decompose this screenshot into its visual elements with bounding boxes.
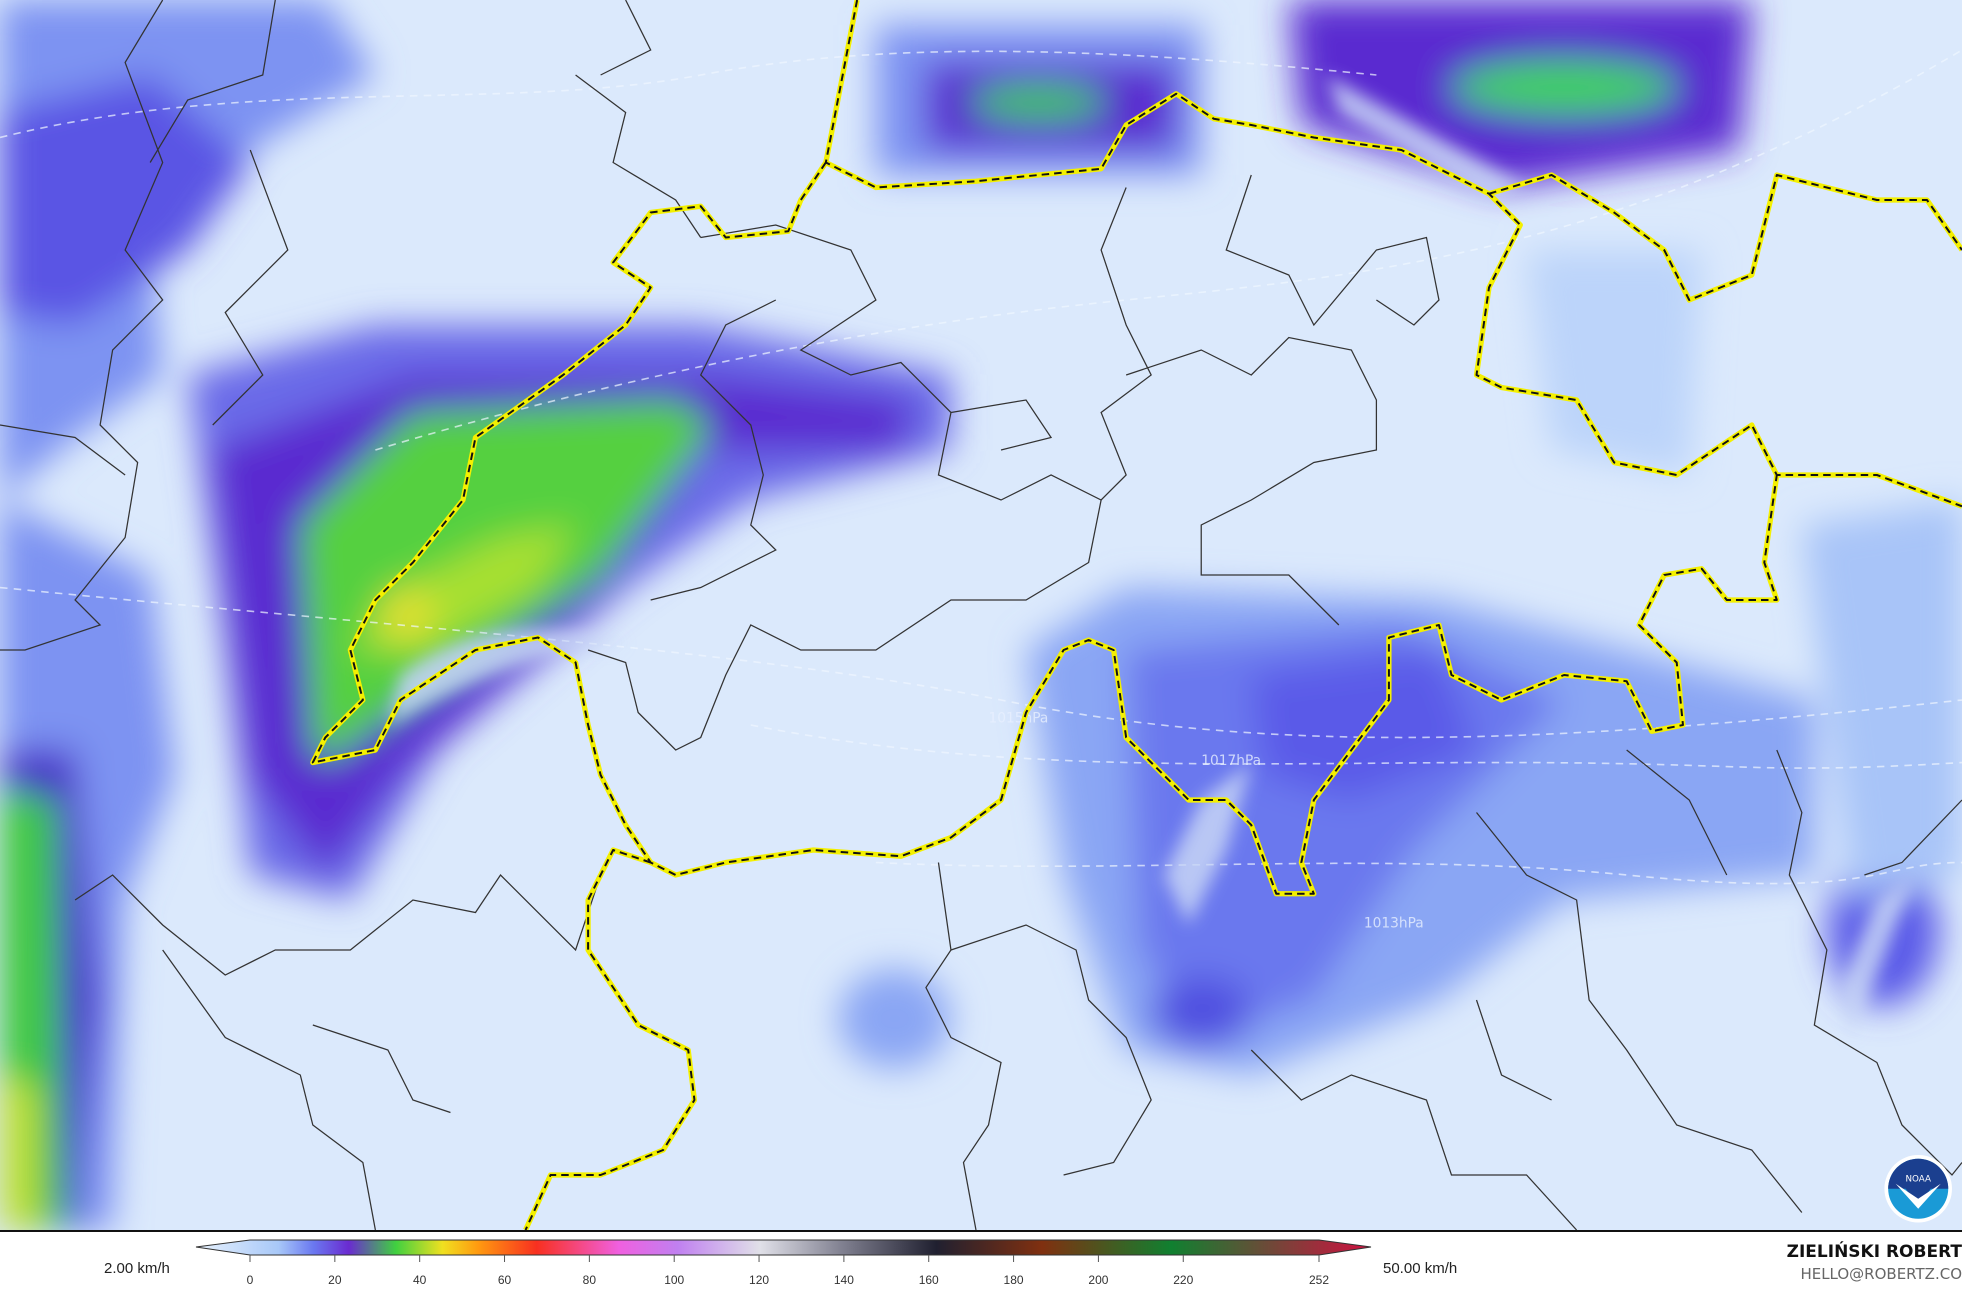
noaa-logo: NOAA bbox=[1884, 1155, 1952, 1223]
credit-email: HELLO@ROBERTZ.CO bbox=[1800, 1265, 1962, 1283]
country-borders bbox=[310, 0, 1962, 1230]
legend-min-label: 2.00 km/h bbox=[104, 1260, 170, 1277]
colorbar bbox=[195, 1239, 1372, 1262]
legend-tick-label: 40 bbox=[412, 1273, 427, 1287]
credit-name: ZIELIŃSKI ROBERT bbox=[1786, 1242, 1962, 1262]
legend-tick-label: 200 bbox=[1088, 1273, 1109, 1287]
isobar-label: 1015hPa bbox=[989, 711, 1049, 727]
legend-tick-label: 120 bbox=[749, 1273, 770, 1287]
color-legend: 2.00 km/h 50.00 km/h 0 20 40 60 80 100 120 140 1… bbox=[0, 1230, 1962, 1287]
legend-tick-label: 140 bbox=[833, 1273, 854, 1287]
legend-tick-label: 160 bbox=[918, 1273, 939, 1287]
legend-tick-label: 252 bbox=[1308, 1273, 1330, 1287]
legend-tick-label: 60 bbox=[497, 1273, 512, 1287]
legend-tick-label: 100 bbox=[664, 1273, 685, 1287]
isobar-label: 1013hPa bbox=[1364, 916, 1424, 932]
svg-text:NOAA: NOAA bbox=[1905, 1174, 1931, 1184]
isobar-label: 1017hPa bbox=[1201, 753, 1261, 769]
legend-tick-label: 220 bbox=[1173, 1273, 1194, 1287]
colorbar-gradient bbox=[195, 1239, 1372, 1256]
isobars bbox=[0, 49, 1962, 885]
wind-field bbox=[0, 0, 1962, 1230]
legend-tick-label: 20 bbox=[328, 1273, 342, 1287]
wind-map: 1017hPa 1015hPa 1013hPa bbox=[0, 0, 1962, 1230]
legend-tick-label: 0 bbox=[246, 1273, 254, 1287]
legend-tick-label: 80 bbox=[582, 1273, 597, 1287]
legend-tick-label: 180 bbox=[1003, 1273, 1024, 1287]
legend-max-label: 50.00 km/h bbox=[1383, 1260, 1458, 1277]
regional-borders bbox=[0, 0, 1962, 1230]
